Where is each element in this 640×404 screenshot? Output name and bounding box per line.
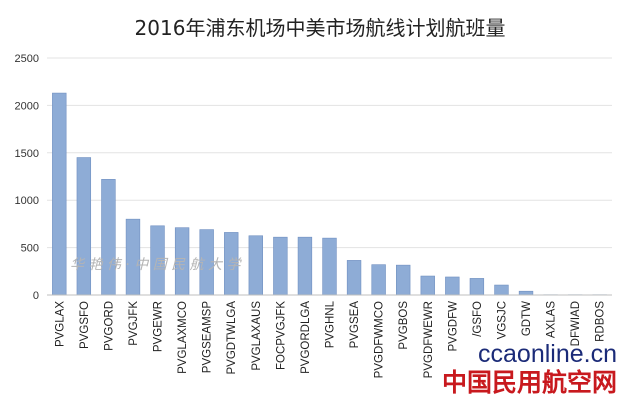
bar-pvgdfwmco (371, 264, 386, 296)
x-category-label: PVGJFK (128, 301, 140, 346)
bar-pvgbos (396, 264, 411, 296)
y-axis-ticks: 0 500 1000 1500 2000 2500 (15, 53, 39, 302)
x-category-label: /GSFO (472, 301, 484, 337)
x-category-label: PVGHNL (325, 300, 337, 348)
bar-pvgord (101, 179, 116, 296)
chart-title: 2016年浦东机场中美市场航线计划航班量 (135, 16, 506, 40)
bar-pvglaxaus (248, 235, 263, 296)
gridlines (47, 57, 612, 249)
bar-gsfo (469, 278, 485, 296)
x-category-label: PVGDTWLGA (226, 301, 238, 375)
y-tick-label: 1000 (15, 195, 39, 207)
bar-vgsjc (494, 284, 509, 296)
x-category-label: PVGSFO (79, 301, 91, 349)
bar-pvgdfw (445, 276, 460, 296)
bar-pvgsea (346, 260, 362, 296)
x-category-label: AXLAS (546, 301, 558, 338)
bar-pvgdfwewr (420, 275, 435, 296)
y-tick-label: 500 (21, 243, 39, 255)
x-category-label: PVGORDLGA (300, 301, 312, 374)
x-category-label: VGSJC (496, 301, 508, 339)
x-category-label: PVGLAXAUS (251, 301, 263, 371)
watermark-site-cn: 中国民用航空网 (442, 368, 617, 397)
x-category-label: GDTW (521, 301, 533, 336)
x-category-label: PVGSEAMSP (202, 301, 214, 374)
x-category-label: PVGORD (103, 301, 115, 351)
x-category-label: PVGEWR (153, 301, 165, 352)
x-category-label: PVGBOS (398, 301, 410, 350)
y-tick-label: 2500 (15, 53, 39, 65)
watermark-site-en: ccaonline.cn (478, 340, 617, 368)
x-category-label: RDBOS (595, 301, 607, 342)
bar-pvgsfo (76, 157, 92, 296)
x-axis-categories: PVGLAX PVGSFO PVGORD PVGJFK PVGEWR PVGLAXMCO P… (54, 300, 606, 378)
x-category-label: PVGDFWEWR (423, 301, 435, 378)
bar-gdtw (518, 290, 534, 296)
x-category-label: PVGLAXMCO (177, 301, 189, 374)
bar-pvglax (52, 92, 67, 296)
x-category-label: PVGDFWMCO (374, 301, 386, 378)
y-tick-label: 1500 (15, 148, 39, 160)
y-tick-label: 0 (33, 290, 39, 302)
x-category-label: PVGDFW (447, 301, 459, 352)
x-category-label: FOCPVGJFK (275, 301, 287, 370)
watermark-author: 华 艳 伟 · 中 国 民 航 大 学 (70, 257, 243, 273)
bar-pvghnl (322, 237, 337, 296)
bar-focpvgjfk (273, 236, 288, 296)
bar-pvgordlga (297, 236, 313, 296)
x-category-label: PVGSEA (349, 301, 361, 349)
y-tick-label: 2000 (15, 100, 39, 112)
x-category-label: DFWIAD (570, 301, 582, 346)
x-category-label: PVGLAX (54, 301, 66, 347)
